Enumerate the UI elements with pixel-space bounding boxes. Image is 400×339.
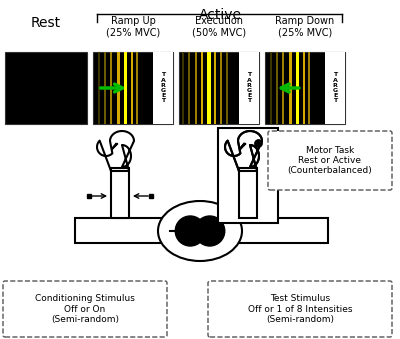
Bar [303,52,305,124]
Bar [218,128,278,223]
Circle shape [175,216,205,246]
Bar [104,52,106,124]
Bar [153,52,173,124]
Bar [214,52,216,124]
Bar [117,52,120,124]
Circle shape [195,216,225,246]
Text: Ramp Down
(25% MVC): Ramp Down (25% MVC) [275,16,335,38]
Text: Active: Active [198,8,242,22]
Text: Execution
(50% MVC): Execution (50% MVC) [192,16,246,38]
Bar [75,218,328,243]
Bar [276,52,278,124]
Text: T
A
R
G
E
T: T A R G E T [332,73,338,103]
Text: T
A
R
G
E
T: T A R G E T [160,73,166,103]
Bar [93,52,173,124]
Bar [296,52,299,124]
FancyBboxPatch shape [268,131,392,190]
Bar [201,52,203,124]
Bar [131,52,133,124]
Bar [282,52,284,124]
Bar [110,52,112,124]
Bar [207,52,211,124]
Bar [136,52,138,124]
FancyBboxPatch shape [3,281,167,337]
Bar [5,52,87,124]
Bar [194,52,197,124]
Bar [182,52,184,124]
Bar [325,52,345,124]
Bar [188,52,190,124]
Bar [179,52,259,124]
Text: Test Stimulus
Off or 1 of 8 Intensities
(Semi-random): Test Stimulus Off or 1 of 8 Intensities … [248,294,352,324]
Text: Motor Task
Rest or Active
(Counterbalanced): Motor Task Rest or Active (Counterbalanc… [288,145,372,175]
Bar [124,52,127,124]
Text: Rest: Rest [31,16,61,30]
Bar [265,52,345,124]
Bar [239,52,259,124]
Bar [308,52,310,124]
Bar [111,168,129,218]
FancyBboxPatch shape [208,281,392,337]
Ellipse shape [158,201,242,261]
Bar [289,52,292,124]
Text: Ramp Up
(25% MVC): Ramp Up (25% MVC) [106,16,160,38]
Bar [98,52,100,124]
Bar [220,52,222,124]
Text: Conditioning Stimulus
Off or On
(Semi-random): Conditioning Stimulus Off or On (Semi-ra… [35,294,135,324]
Text: T
A
R
G
E
T: T A R G E T [246,73,252,103]
Bar [239,168,257,218]
Bar [239,168,257,218]
Bar [226,52,228,124]
Bar [270,52,272,124]
